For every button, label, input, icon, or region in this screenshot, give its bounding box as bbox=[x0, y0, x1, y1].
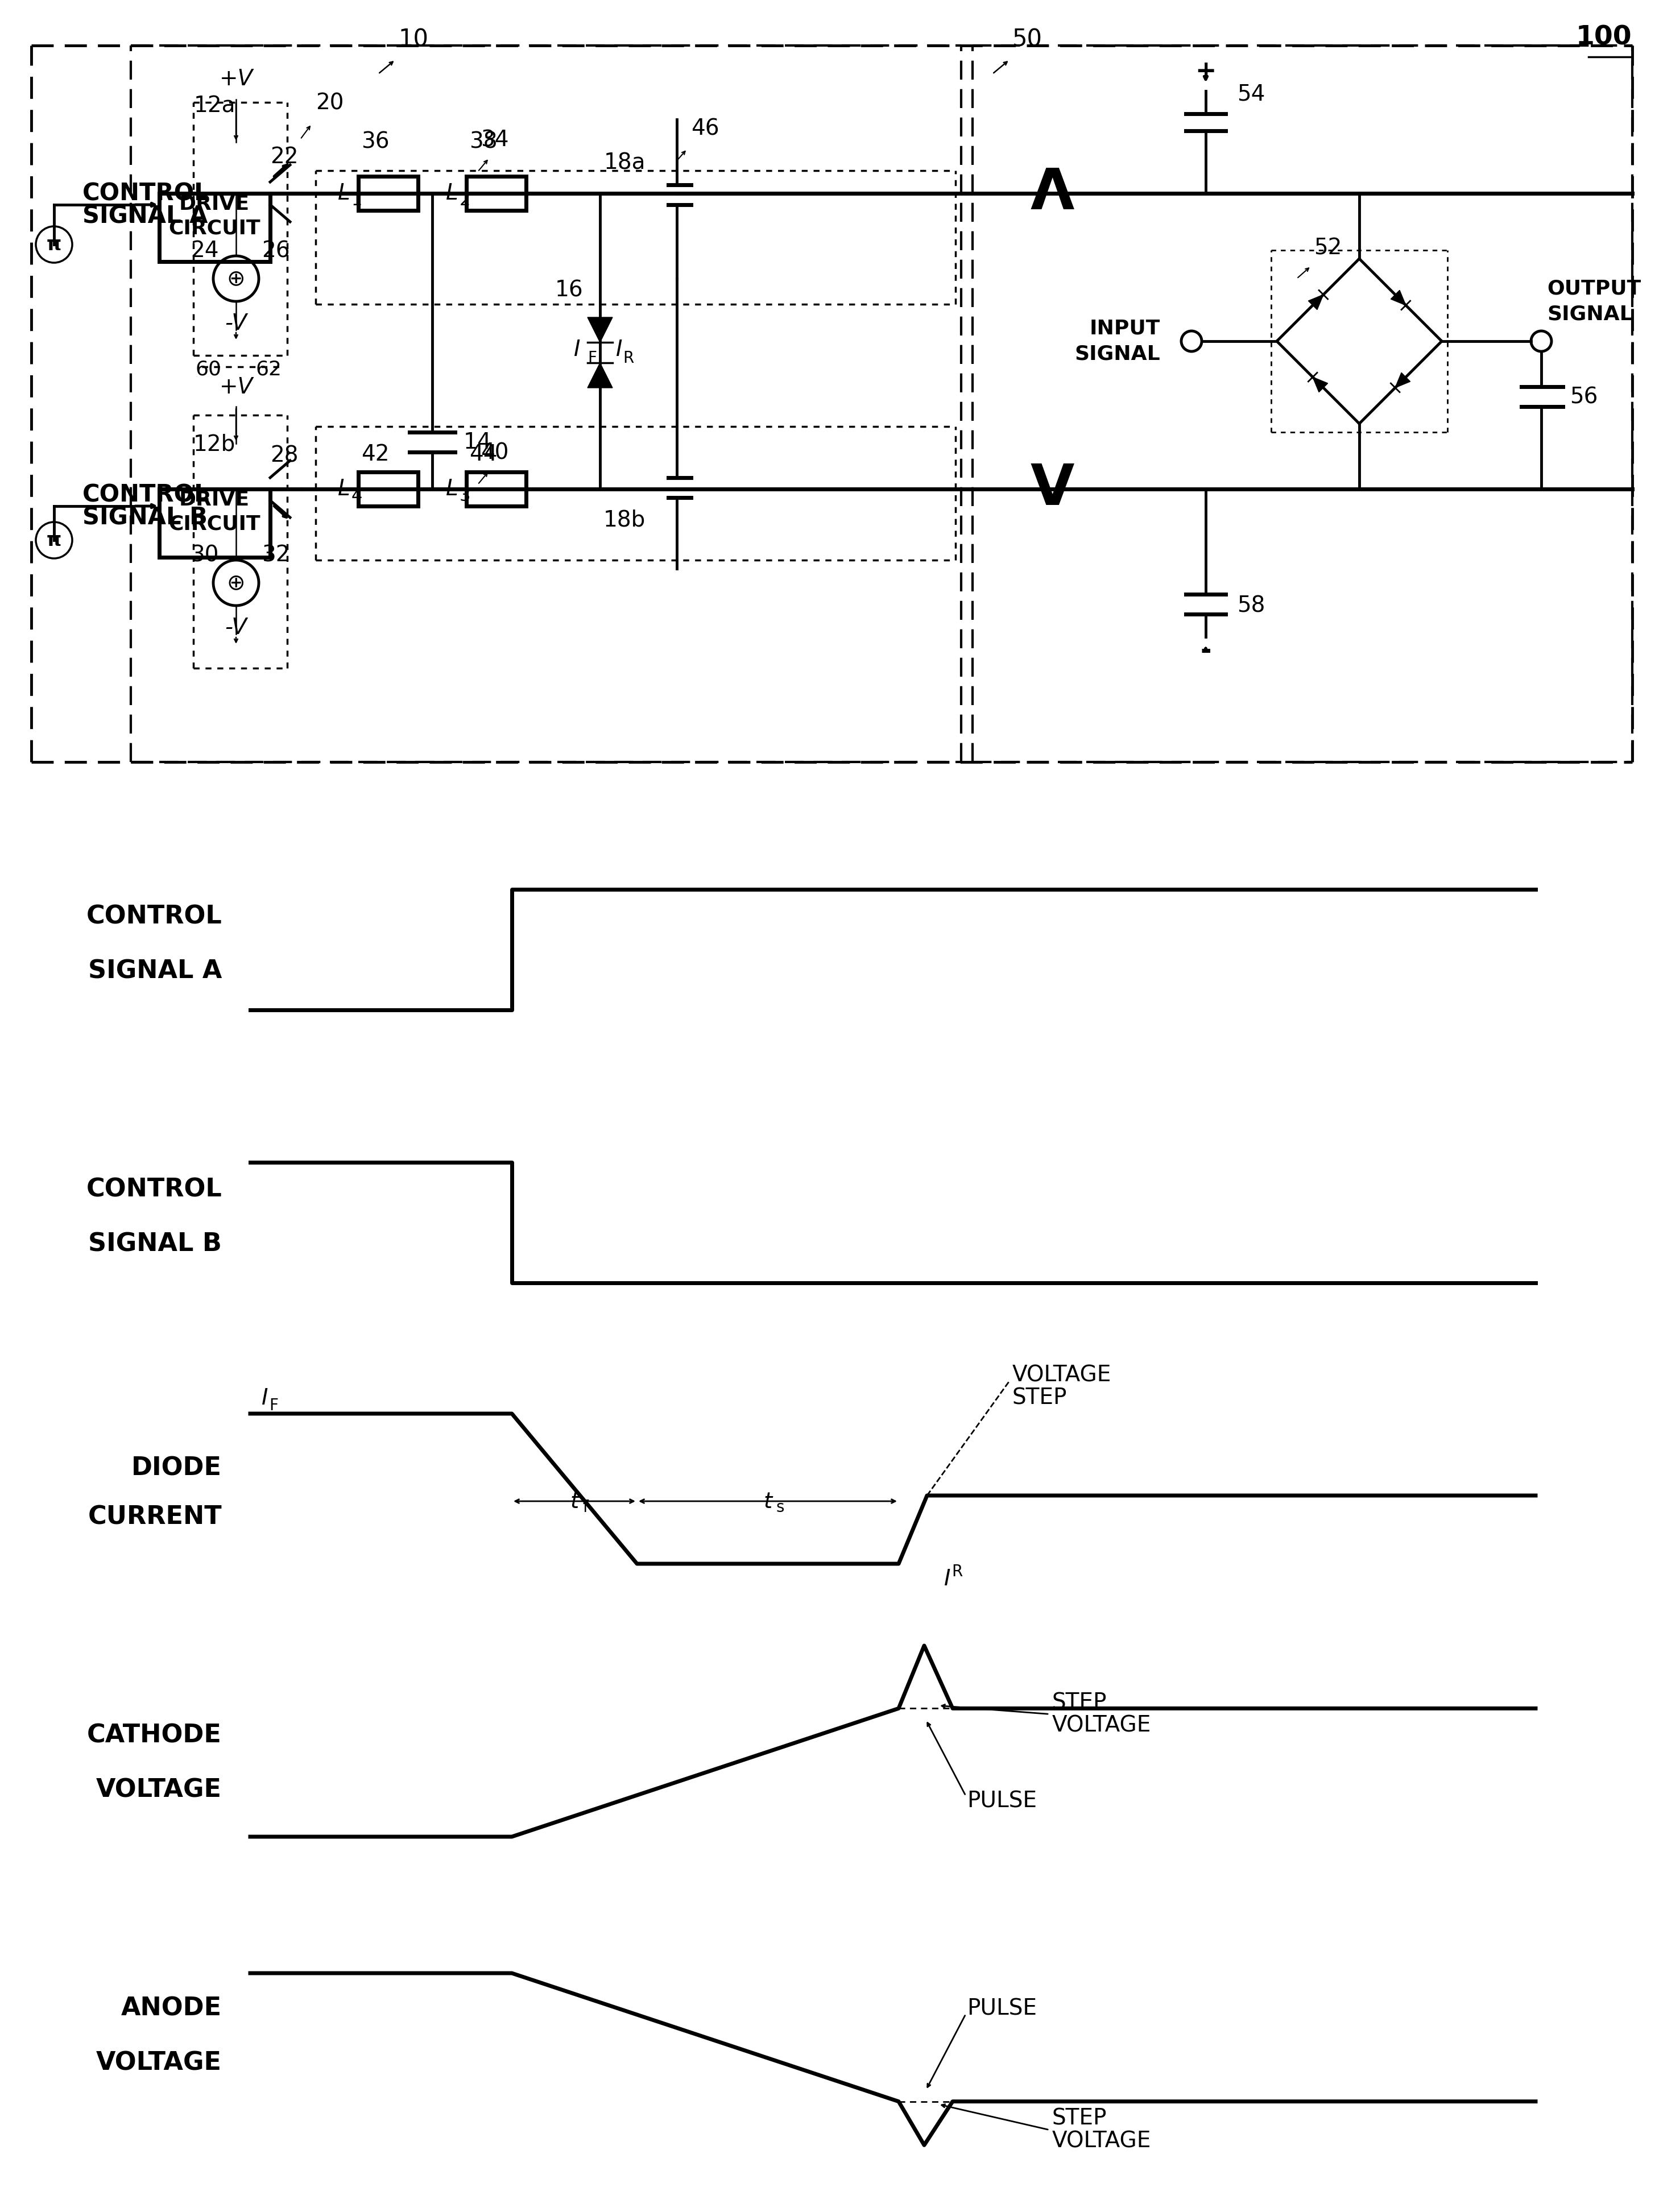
Text: 60: 60 bbox=[196, 358, 222, 378]
Text: 28: 28 bbox=[270, 445, 299, 467]
Text: f: f bbox=[582, 1500, 587, 1515]
Polygon shape bbox=[587, 316, 612, 343]
Text: -V: -V bbox=[226, 312, 247, 334]
Text: +V: +V bbox=[219, 376, 252, 398]
Text: F: F bbox=[269, 1398, 279, 1413]
Bar bbox=[358, 177, 418, 210]
Text: CONTROL: CONTROL bbox=[86, 1177, 222, 1201]
Text: STEP: STEP bbox=[1012, 1387, 1067, 1409]
Text: 50: 50 bbox=[1012, 27, 1042, 51]
Bar bbox=[466, 177, 526, 210]
Text: OUTPUT
SIGNAL: OUTPUT SIGNAL bbox=[1546, 279, 1641, 323]
Text: L: L bbox=[338, 184, 350, 204]
Polygon shape bbox=[1390, 290, 1405, 305]
Text: 56: 56 bbox=[1569, 387, 1598, 407]
Text: 18b: 18b bbox=[604, 509, 645, 531]
Text: 1: 1 bbox=[352, 192, 363, 208]
Text: 58: 58 bbox=[1238, 595, 1266, 617]
Text: PULSE: PULSE bbox=[967, 1997, 1037, 2020]
Text: ⊕: ⊕ bbox=[227, 268, 246, 290]
Text: I: I bbox=[944, 1568, 951, 1590]
Bar bbox=[358, 471, 418, 507]
Text: Λ: Λ bbox=[1030, 166, 1073, 221]
Text: VOLTAGE: VOLTAGE bbox=[96, 2051, 222, 2075]
Polygon shape bbox=[1312, 376, 1327, 392]
Text: I: I bbox=[615, 338, 622, 361]
Text: DIODE: DIODE bbox=[131, 1455, 222, 1480]
Polygon shape bbox=[1309, 294, 1324, 310]
Text: ANODE: ANODE bbox=[121, 1997, 222, 2022]
Text: 54: 54 bbox=[1238, 84, 1266, 104]
Text: 46: 46 bbox=[692, 117, 720, 139]
Text: 40: 40 bbox=[481, 442, 509, 465]
Text: I: I bbox=[574, 338, 581, 361]
Text: VOLTAGE: VOLTAGE bbox=[1012, 1365, 1112, 1387]
Text: SIGNAL B: SIGNAL B bbox=[83, 507, 207, 529]
Text: 52: 52 bbox=[1314, 237, 1342, 259]
Text: 36: 36 bbox=[362, 131, 390, 153]
Text: CURRENT: CURRENT bbox=[88, 1504, 222, 1528]
Text: CONTROL: CONTROL bbox=[83, 482, 209, 507]
Text: 42: 42 bbox=[362, 445, 390, 465]
Bar bbox=[159, 192, 270, 261]
Text: 24: 24 bbox=[191, 239, 219, 261]
Text: t: t bbox=[763, 1491, 771, 1513]
Text: s: s bbox=[776, 1500, 785, 1515]
Text: 32: 32 bbox=[262, 544, 290, 566]
Bar bbox=[466, 471, 526, 507]
Text: V: V bbox=[1030, 462, 1073, 518]
Text: t: t bbox=[571, 1491, 579, 1513]
Text: 30: 30 bbox=[191, 544, 219, 566]
Text: 14: 14 bbox=[463, 431, 491, 453]
Text: I: I bbox=[262, 1387, 269, 1409]
Text: 100: 100 bbox=[1576, 24, 1632, 51]
Text: 18a: 18a bbox=[604, 153, 645, 173]
Text: R: R bbox=[622, 349, 634, 367]
Text: -: - bbox=[1199, 639, 1211, 664]
Text: STEP: STEP bbox=[1052, 1692, 1107, 1714]
Text: L: L bbox=[446, 478, 458, 500]
Text: SIGNAL A: SIGNAL A bbox=[83, 204, 207, 228]
Text: SIGNAL B: SIGNAL B bbox=[88, 1232, 222, 1256]
Text: +V: +V bbox=[219, 69, 252, 91]
Text: π: π bbox=[46, 531, 61, 549]
Text: 16: 16 bbox=[554, 279, 582, 301]
Text: 20: 20 bbox=[315, 93, 343, 113]
Text: 12a: 12a bbox=[194, 95, 236, 117]
Text: π: π bbox=[46, 234, 61, 254]
Text: 12b: 12b bbox=[194, 434, 236, 456]
Text: 62: 62 bbox=[255, 358, 282, 378]
Text: R: R bbox=[952, 1564, 962, 1579]
Text: INPUT
SIGNAL: INPUT SIGNAL bbox=[1075, 319, 1160, 363]
Text: F: F bbox=[587, 349, 597, 367]
Text: 22: 22 bbox=[270, 146, 299, 168]
Text: VOLTAGE: VOLTAGE bbox=[96, 1778, 222, 1803]
Polygon shape bbox=[1395, 372, 1410, 387]
Text: L: L bbox=[338, 478, 350, 500]
Text: STEP: STEP bbox=[1052, 2108, 1107, 2130]
Text: L: L bbox=[446, 184, 458, 204]
Text: DRIVE
CIRCUIT: DRIVE CIRCUIT bbox=[169, 195, 260, 237]
Text: CATHODE: CATHODE bbox=[86, 1723, 222, 1747]
Text: 2: 2 bbox=[460, 192, 471, 208]
Text: SIGNAL A: SIGNAL A bbox=[88, 960, 222, 984]
Text: VOLTAGE: VOLTAGE bbox=[1052, 2130, 1151, 2152]
Text: 44: 44 bbox=[469, 445, 498, 465]
Text: 38: 38 bbox=[469, 131, 498, 153]
Text: 3: 3 bbox=[460, 487, 471, 504]
Text: 10: 10 bbox=[398, 27, 428, 51]
Text: -V: -V bbox=[226, 617, 247, 639]
Text: PULSE: PULSE bbox=[967, 1790, 1037, 1812]
Bar bbox=[159, 489, 270, 557]
Text: CONTROL: CONTROL bbox=[86, 905, 222, 929]
Text: 26: 26 bbox=[262, 239, 290, 261]
Text: 4: 4 bbox=[352, 487, 363, 504]
Text: CONTROL: CONTROL bbox=[83, 181, 209, 206]
Text: ⊕: ⊕ bbox=[227, 573, 246, 593]
Text: +: + bbox=[1194, 60, 1216, 84]
Text: VOLTAGE: VOLTAGE bbox=[1052, 1714, 1151, 1736]
Text: 34: 34 bbox=[481, 128, 509, 150]
Text: DRIVE
CIRCUIT: DRIVE CIRCUIT bbox=[169, 491, 260, 533]
Polygon shape bbox=[587, 363, 612, 387]
